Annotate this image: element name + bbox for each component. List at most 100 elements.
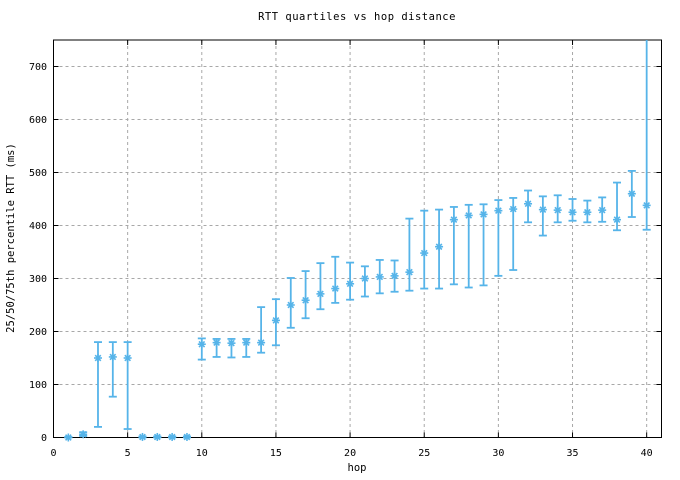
y-tick-label: 200 [29,327,47,338]
median-marker [271,316,280,325]
median-marker [479,210,488,219]
median-marker [405,268,414,277]
median-marker [627,189,636,198]
x-axis-label: hop [347,462,367,474]
median-marker [538,205,547,214]
errorbar-hop-7 [153,432,162,441]
median-marker [435,242,444,251]
y-axis-label: 25/50/75th percentile RTT (ms) [5,143,17,333]
median-marker [138,432,147,441]
errorbar-hop-23 [390,259,399,293]
errorbar-hop-25 [420,209,429,290]
x-tick-label: 10 [196,448,208,459]
marker-stroke [406,268,413,276]
errorbar-hop-28 [464,203,473,289]
y-tick-label: 700 [29,62,47,73]
median-marker [524,199,533,208]
y-tick-label: 500 [29,168,47,179]
median-marker [93,354,102,362]
errorbar-hop-35 [568,198,577,222]
median-marker [168,432,177,441]
marker-stroke [198,340,206,348]
chart-title: RTT quartiles vs hop distance [258,11,456,23]
median-marker [257,338,266,347]
marker-stroke [480,211,487,218]
errorbar-hop-32 [524,189,533,224]
marker-stroke [583,208,591,216]
marker-stroke [539,206,547,213]
errorbar-hop-29 [479,203,488,287]
x-tick-label: 35 [567,448,579,459]
median-marker [227,339,236,348]
x-tick-label: 5 [125,448,131,459]
marker-stroke [509,205,517,213]
y-tick-labels: 0 100 200 300 400 500 600 700 [29,62,47,444]
x-tick-labels: 0 5 10 15 20 25 30 35 40 [50,448,652,459]
median-marker [108,352,117,361]
marker-stroke [213,339,220,346]
y-tick-label: 0 [41,433,47,444]
errorbar-hop-6 [138,432,147,441]
y-tick-label: 400 [29,221,47,232]
median-marker [286,301,295,309]
y-tick-label: 100 [29,380,47,391]
median-marker [197,340,206,349]
marker-stroke [139,433,146,441]
marker-stroke [569,208,576,216]
median-marker [568,208,577,217]
median-marker [598,206,607,215]
errorbar-hop-39 [627,170,636,218]
marker-stroke [242,339,250,346]
median-marker [420,249,429,258]
errorbar-hop-14 [257,306,266,354]
x-tick-label: 40 [641,448,653,459]
errorbar-hop-19 [331,255,340,304]
marker-stroke [643,201,651,209]
median-marker [346,279,355,288]
errorbar-hop-27 [449,206,458,286]
marker-stroke [331,285,339,292]
marker-stroke [153,433,161,441]
errorbar-hop-15 [271,298,280,347]
marker-stroke [168,433,176,441]
median-marker [583,208,592,217]
errorbar-hop-4 [108,341,117,398]
median-marker [390,271,399,280]
median-marker [642,201,651,210]
errorbar-hop-36 [583,199,592,224]
marker-stroke [302,296,309,304]
y-tick-label: 600 [29,115,47,126]
marker-stroke [628,190,636,198]
x-tick-label: 30 [492,448,504,459]
marker-stroke [435,243,443,251]
errorbar-hop-16 [286,277,295,329]
errorbar-hop-3 [93,341,102,428]
median-marker [375,272,384,281]
median-marker [316,289,325,298]
errorbar-hop-9 [182,432,191,441]
x-tick-label: 0 [50,448,56,459]
errorbar-hop-2 [79,430,88,439]
errorbar-hop-40 [642,40,651,231]
errorbar-hop-20 [346,261,355,301]
median-marker [301,296,310,305]
marker-stroke [94,354,102,362]
marker-stroke [613,216,621,224]
marker-stroke [257,339,265,346]
median-marker [182,432,191,441]
errorbar-hop-11 [212,338,221,358]
median-marker [153,432,162,441]
rtt-series [64,40,651,442]
marker-stroke [272,317,280,324]
x-tick-label: 15 [270,448,282,459]
marker-stroke [346,280,354,288]
x-tick-label: 25 [418,448,430,459]
marker-stroke [287,301,295,309]
errorbar-hop-24 [405,217,414,292]
errorbar-hop-1 [64,433,73,442]
grid-lines [53,40,662,438]
median-marker [494,206,503,215]
marker-stroke [598,206,606,214]
errorbar-hop-37 [598,196,607,223]
